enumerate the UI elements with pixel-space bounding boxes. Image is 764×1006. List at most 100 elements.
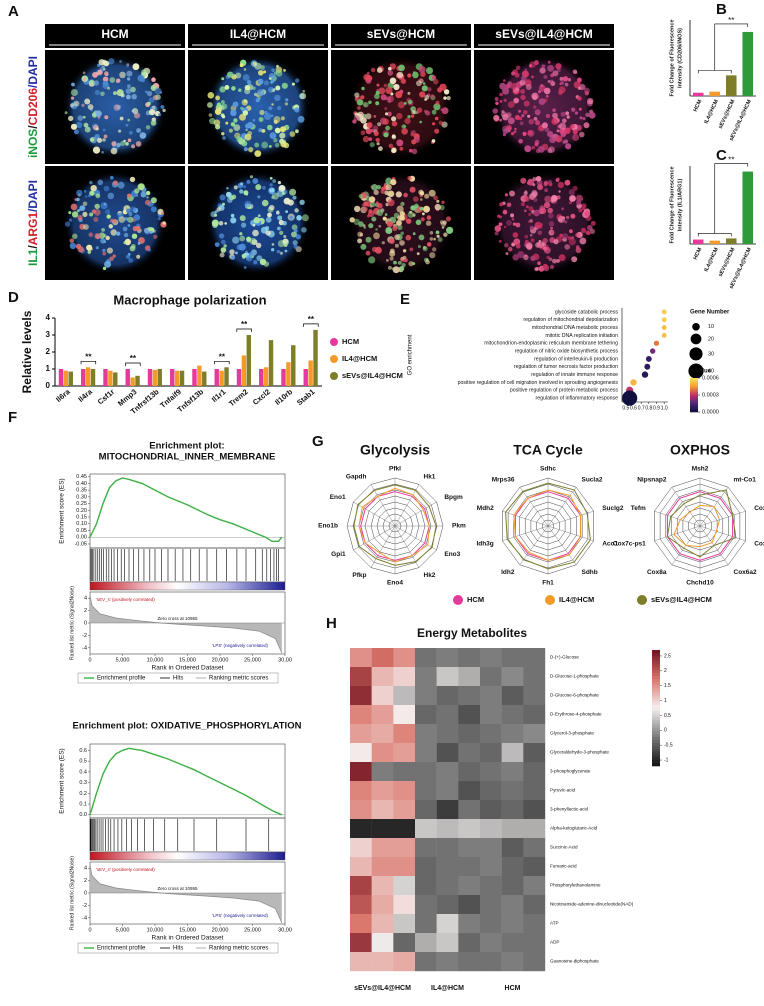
heat-cell <box>350 876 372 896</box>
cell <box>544 127 550 133</box>
colorbar-cell <box>652 670 660 674</box>
radar-axis-label: Eno1 <box>330 494 346 501</box>
radar-spoke <box>394 484 420 527</box>
cell <box>538 225 543 229</box>
cell <box>280 126 286 133</box>
colorbar-cell <box>652 661 660 665</box>
colorbar-cell <box>652 687 660 691</box>
cell <box>253 92 258 97</box>
cell <box>360 130 366 136</box>
cell <box>514 127 517 131</box>
term-label: regulation of nitric oxide biosynthetic … <box>515 348 619 354</box>
cell <box>107 86 111 90</box>
cell <box>408 100 413 104</box>
heat-cell <box>350 667 372 687</box>
colorbar-cell <box>652 684 660 688</box>
cell <box>505 252 509 256</box>
heat-cell <box>458 648 481 668</box>
cell <box>264 112 272 120</box>
cell <box>498 239 502 243</box>
metric-y-tick-label: 0 <box>84 890 87 896</box>
cell <box>125 88 132 94</box>
cell <box>137 74 145 82</box>
heat-cell <box>458 857 481 877</box>
cell <box>90 185 97 192</box>
cell <box>83 115 86 119</box>
column-header-bg <box>188 24 328 48</box>
term-label: mitochondrial DNA metabolic process <box>532 325 619 331</box>
cell <box>433 78 439 85</box>
radar-axis-label: Chchd10 <box>686 580 714 587</box>
cell <box>494 231 499 236</box>
cell <box>568 238 576 246</box>
cell <box>283 189 288 194</box>
radar-series <box>358 487 430 563</box>
row-label: ATP <box>550 921 559 926</box>
cell <box>438 120 443 125</box>
legend-label: IL4@HCM <box>342 354 377 363</box>
legend-frame <box>77 942 279 954</box>
cell <box>548 257 553 262</box>
cell <box>147 101 151 106</box>
heat-cell <box>523 686 546 706</box>
cell <box>388 143 394 149</box>
cell <box>362 224 366 227</box>
cell <box>584 91 589 96</box>
cell <box>146 196 149 199</box>
heat-cell <box>523 648 546 668</box>
cell <box>397 261 402 265</box>
cell <box>113 180 118 186</box>
cell <box>136 254 141 259</box>
cell <box>103 203 107 206</box>
heat-cell <box>436 819 459 839</box>
row-label-part: /DAPI <box>26 180 40 212</box>
cell <box>564 244 570 250</box>
cell <box>150 197 157 204</box>
cell <box>216 102 222 107</box>
cell <box>575 124 582 131</box>
colorbar-cell <box>652 708 660 712</box>
heat-cell <box>350 686 372 706</box>
heat-cell <box>458 781 481 801</box>
cell <box>113 104 121 111</box>
cell <box>269 183 273 187</box>
cell <box>531 75 534 79</box>
cell <box>150 120 157 126</box>
cell <box>83 190 87 193</box>
cell <box>249 175 254 179</box>
heat-cell <box>458 914 481 934</box>
cell <box>356 99 363 106</box>
heat-cell <box>480 933 502 953</box>
cell <box>388 265 392 270</box>
cell <box>276 211 280 215</box>
cell <box>562 140 567 144</box>
chart-title: Energy Metabolites <box>417 626 527 640</box>
heat-cell <box>436 800 459 820</box>
cell <box>111 141 117 147</box>
cell <box>94 203 100 210</box>
cell <box>575 232 580 238</box>
cell <box>81 103 85 108</box>
legend-label: HCM <box>342 337 359 346</box>
x-tick-label: Il1r1 <box>210 387 228 404</box>
heat-cell <box>480 819 502 839</box>
row-label-part: / <box>26 125 40 129</box>
cell <box>587 98 594 105</box>
significance-bracket <box>214 360 230 365</box>
cell <box>552 108 556 112</box>
cell <box>385 112 388 116</box>
y-tick-label: 0.15 <box>76 515 87 521</box>
cell <box>493 114 500 121</box>
heat-cell <box>371 952 394 972</box>
cell <box>519 121 524 126</box>
cell <box>253 217 260 224</box>
cell <box>559 122 566 130</box>
cell <box>534 109 541 116</box>
cell <box>373 115 377 118</box>
cell <box>446 226 454 234</box>
row-label: D-Glucose-6-phosphate <box>550 693 599 698</box>
heat-cell <box>458 933 481 953</box>
heat-cell <box>501 648 524 668</box>
x-tick-label: Cxcl2 <box>251 387 272 407</box>
heat-cell <box>501 667 524 687</box>
